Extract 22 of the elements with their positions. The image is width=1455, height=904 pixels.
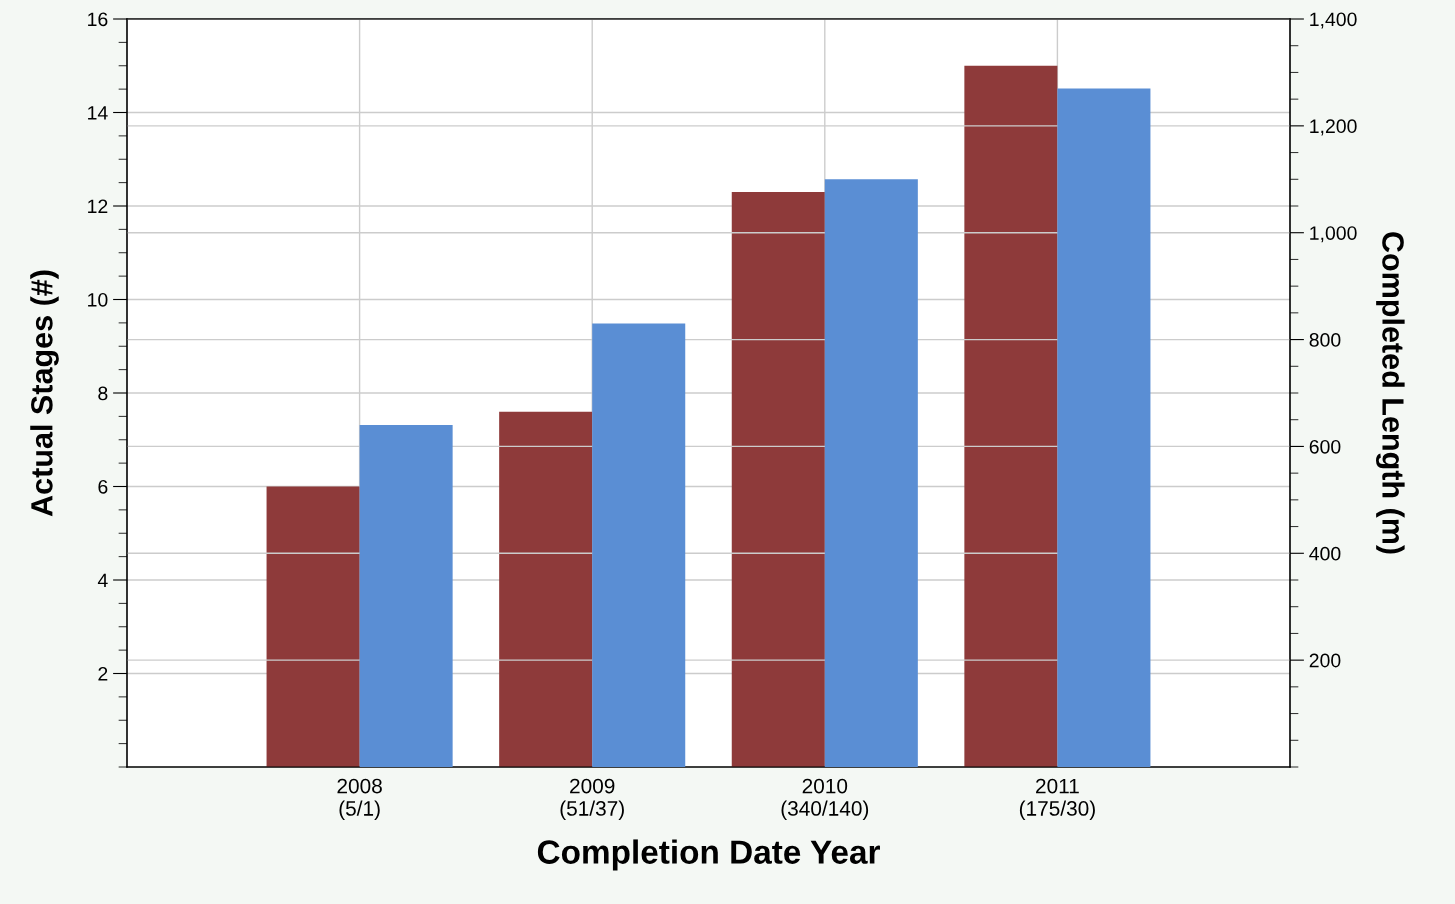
x-tick-label: 2008 (5/1): [337, 778, 382, 820]
y2-tick-label: 800: [1309, 333, 1341, 347]
y-tick-label: 10: [88, 292, 108, 307]
y2-tick-label: 1,000: [1310, 226, 1357, 243]
y-tick-label: 8: [98, 386, 108, 401]
y-tick-label: 4: [97, 573, 108, 588]
x-tick-label: 2011 (175/30): [1019, 778, 1095, 820]
y-axis-title: Actual Stages (#): [30, 270, 59, 517]
x-axis-title: Completion Date Year: [537, 839, 880, 871]
y2-tick-label: 1,400: [1310, 12, 1357, 29]
y-tick-label: 2: [98, 666, 108, 681]
y2-tick-label: 400: [1309, 546, 1341, 561]
y-tick-label: 12: [88, 199, 108, 214]
x-tick-label: 2010 (340/140): [781, 778, 869, 820]
y2-tick-label: 200: [1309, 653, 1341, 668]
y2-tick-label: 600: [1309, 439, 1341, 454]
x-tick-label: 2009 (51/37): [560, 778, 624, 820]
y2-tick-label: 1,200: [1310, 119, 1357, 136]
y-tick-label: 16: [88, 12, 108, 27]
y-tick-label: 14: [88, 106, 108, 120]
y2-axis-title: Completed Length (m): [1376, 232, 1405, 554]
y-tick-label: 6: [98, 479, 108, 494]
